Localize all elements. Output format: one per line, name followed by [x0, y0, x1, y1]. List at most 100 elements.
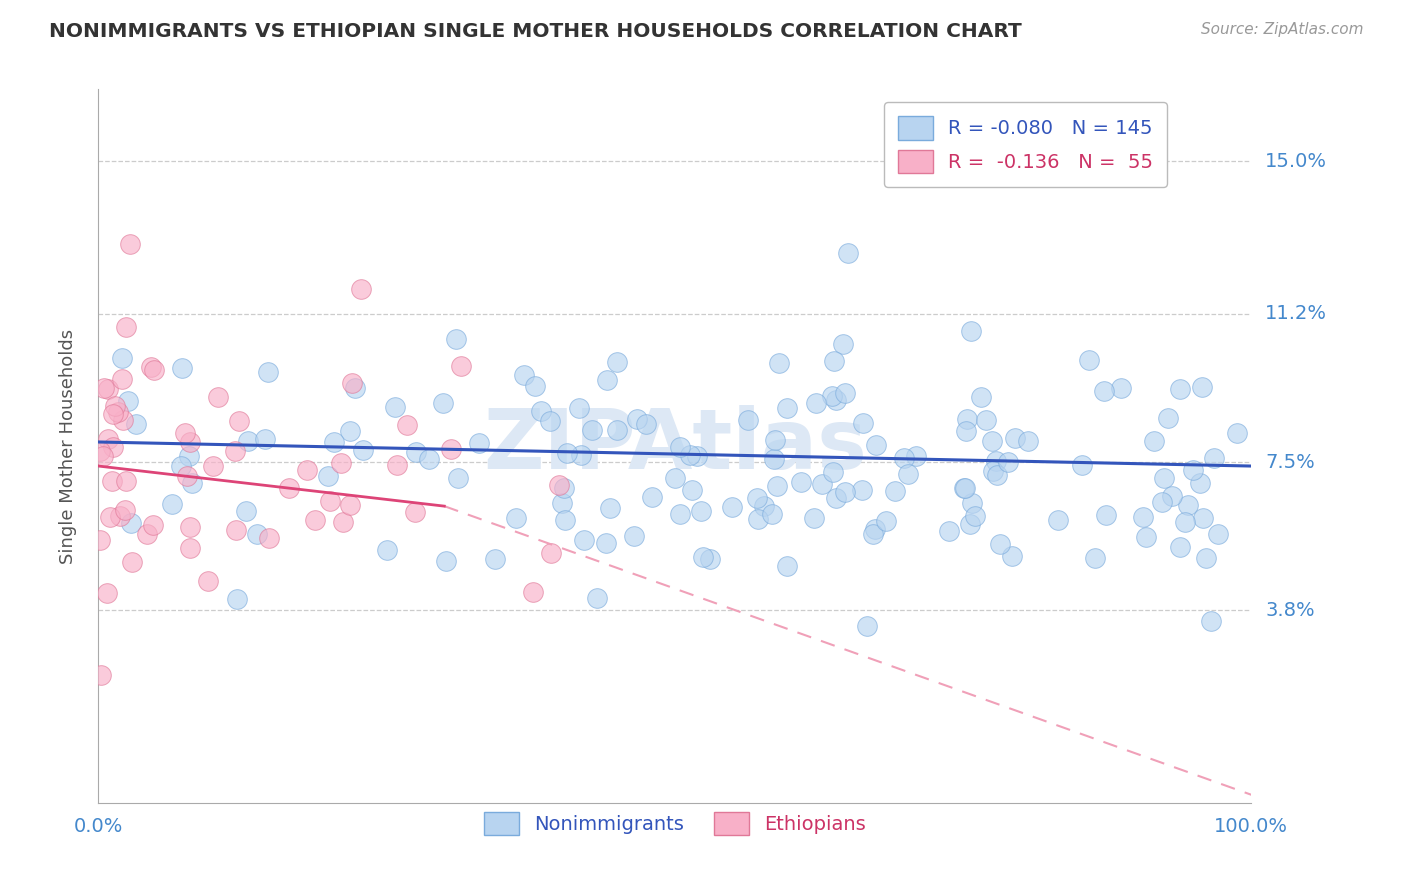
Point	[1199, 614, 1222, 628]
Point	[548, 478, 571, 492]
Point	[225, 591, 247, 606]
Point	[111, 413, 134, 427]
Point	[98, 510, 121, 524]
Text: 15.0%: 15.0%	[1265, 152, 1327, 171]
Point	[257, 531, 280, 545]
Point	[89, 444, 111, 458]
Point	[790, 475, 813, 489]
Point	[350, 281, 373, 295]
Point	[179, 541, 201, 555]
Point	[319, 494, 342, 508]
Point	[883, 483, 905, 498]
Point	[810, 477, 832, 491]
Point	[803, 511, 825, 525]
Point	[432, 396, 454, 410]
Point	[1046, 513, 1069, 527]
Point	[568, 401, 591, 415]
Point	[136, 527, 159, 541]
Point	[752, 499, 775, 513]
Text: 3.8%: 3.8%	[1265, 601, 1315, 620]
Point	[375, 543, 398, 558]
Point	[897, 467, 920, 481]
Point	[761, 507, 783, 521]
Point	[170, 458, 193, 473]
Point	[893, 451, 915, 466]
Point	[332, 515, 354, 529]
Point	[339, 498, 361, 512]
Point	[569, 448, 592, 462]
Point	[681, 483, 703, 498]
Text: 11.2%: 11.2%	[1265, 304, 1327, 323]
Point	[806, 396, 828, 410]
Point	[339, 424, 361, 438]
Point	[120, 516, 142, 531]
Point	[118, 237, 141, 252]
Point	[253, 432, 276, 446]
Point	[555, 446, 578, 460]
Point	[352, 442, 374, 457]
Text: 7.5%: 7.5%	[1265, 452, 1315, 472]
Point	[304, 513, 326, 527]
Point	[1001, 549, 1024, 564]
Point	[142, 363, 165, 377]
Point	[330, 456, 353, 470]
Point	[875, 514, 897, 528]
Point	[851, 483, 873, 497]
Point	[823, 354, 845, 368]
Point	[1078, 352, 1101, 367]
Point	[524, 378, 547, 392]
Point	[776, 401, 799, 415]
Point	[1189, 476, 1212, 491]
Point	[440, 442, 463, 457]
Point	[297, 463, 319, 477]
Point	[1004, 431, 1026, 445]
Point	[553, 481, 575, 495]
Point	[669, 508, 692, 522]
Point	[170, 361, 193, 376]
Point	[737, 412, 759, 426]
Point	[1135, 529, 1157, 543]
Point	[207, 390, 229, 404]
Point	[953, 481, 976, 495]
Point	[956, 411, 979, 425]
Point	[405, 445, 427, 459]
Point	[551, 496, 574, 510]
Point	[97, 382, 120, 396]
Point	[387, 458, 409, 472]
Point	[484, 552, 506, 566]
Point	[831, 336, 853, 351]
Point	[599, 500, 621, 515]
Point	[763, 451, 786, 466]
Point	[101, 441, 124, 455]
Point	[180, 475, 202, 490]
Point	[837, 245, 859, 260]
Point	[125, 417, 148, 431]
Point	[101, 407, 124, 421]
Point	[634, 417, 657, 431]
Point	[1192, 511, 1215, 525]
Point	[747, 512, 769, 526]
Point	[235, 504, 257, 518]
Point	[1157, 410, 1180, 425]
Point	[997, 455, 1019, 469]
Point	[104, 400, 127, 414]
Point	[91, 449, 114, 463]
Point	[434, 554, 457, 568]
Point	[323, 434, 346, 449]
Point	[768, 356, 790, 370]
Point	[960, 324, 983, 338]
Point	[852, 416, 875, 430]
Point	[540, 546, 562, 560]
Point	[197, 574, 219, 588]
Point	[623, 529, 645, 543]
Point	[1191, 380, 1213, 394]
Point	[224, 444, 246, 458]
Point	[1177, 498, 1199, 512]
Point	[344, 381, 367, 395]
Point	[179, 435, 201, 450]
Point	[1204, 451, 1226, 466]
Point	[176, 469, 198, 483]
Point	[278, 481, 301, 495]
Point	[865, 438, 887, 452]
Point	[686, 449, 709, 463]
